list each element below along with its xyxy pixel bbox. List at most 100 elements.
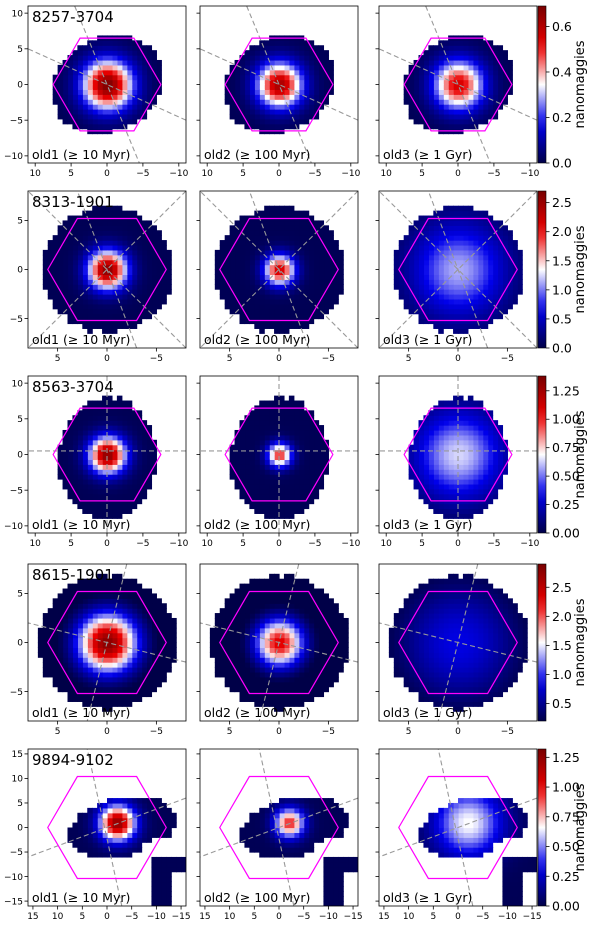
map-pixel — [126, 415, 133, 421]
map-pixel — [298, 454, 305, 461]
map-pixel — [77, 225, 83, 231]
map-pixel — [57, 294, 64, 300]
map-pixel — [462, 104, 469, 110]
map-pixel — [87, 59, 93, 66]
map-pixel — [477, 289, 484, 295]
map-pixel — [313, 647, 320, 653]
map-pixel — [298, 294, 305, 300]
map-pixel — [423, 459, 429, 465]
map-pixel — [156, 69, 162, 76]
map-pixel — [333, 613, 339, 619]
map-pixel — [328, 74, 334, 81]
map-pixel — [413, 439, 420, 446]
map-pixel — [398, 264, 405, 271]
map-pixel — [269, 671, 275, 678]
map-pixel — [279, 45, 285, 51]
map-pixel — [303, 488, 310, 495]
map-pixel — [279, 425, 285, 431]
map-pixel — [308, 69, 315, 76]
map-pixel — [428, 118, 434, 125]
map-pixel — [467, 59, 474, 66]
map-pixel — [283, 294, 290, 300]
map-pixel — [497, 64, 504, 71]
map-pixel — [166, 279, 172, 285]
map-pixel — [92, 479, 98, 485]
map-pixel — [151, 225, 157, 231]
map-pixel — [87, 642, 93, 649]
map-pixel — [482, 454, 489, 461]
map-pixel — [67, 583, 74, 590]
map-pixel — [428, 493, 434, 500]
map-pixel — [482, 220, 489, 226]
map-pixel — [283, 425, 290, 431]
map-pixel — [141, 488, 148, 495]
map-pixel — [239, 425, 246, 431]
map-pixel — [502, 259, 508, 266]
map-pixel — [239, 84, 246, 91]
map-pixel — [477, 420, 484, 426]
map-pixel — [72, 84, 78, 91]
map-pixel — [313, 99, 320, 105]
map-pixel — [458, 303, 464, 310]
map-pixel — [338, 274, 344, 280]
map-pixel — [97, 469, 103, 475]
map-pixel — [448, 459, 454, 465]
map-pixel — [443, 289, 449, 295]
map-pixel — [333, 279, 339, 285]
map-pixel — [254, 410, 260, 416]
map-pixel — [423, 284, 429, 290]
map-pixel — [448, 84, 454, 91]
map-pixel — [458, 240, 464, 246]
map-pixel — [279, 244, 285, 251]
map-pixel — [438, 328, 444, 334]
map-pixel — [102, 244, 108, 251]
map-pixel — [254, 59, 260, 66]
map-pixel — [107, 109, 113, 115]
map-pixel — [303, 439, 310, 446]
map-pixel — [462, 40, 469, 46]
map-pixel — [492, 425, 499, 431]
map-pixel — [97, 617, 103, 624]
map-pixel — [171, 657, 177, 663]
map-pixel — [293, 279, 300, 285]
map-pixel — [87, 464, 93, 470]
map-pixel — [492, 259, 499, 266]
map-pixel — [283, 642, 290, 649]
map-pixel — [477, 249, 484, 256]
map-pixel — [87, 449, 93, 456]
map-pixel — [161, 279, 167, 285]
map-pixel — [214, 279, 221, 285]
map-pixel — [107, 701, 113, 707]
map-pixel — [438, 59, 444, 66]
map-pixel — [82, 503, 88, 510]
map-pixel — [448, 225, 454, 231]
map-pixel — [298, 40, 305, 46]
map-pixel — [458, 94, 464, 100]
y-tick-label: 0 — [17, 451, 23, 461]
map-pixel — [467, 74, 474, 81]
map-pixel — [318, 269, 325, 276]
map-pixel — [453, 503, 459, 510]
map-pixel — [62, 652, 69, 658]
map-pixel — [249, 89, 255, 95]
map-pixel — [279, 598, 285, 604]
map-pixel — [443, 104, 449, 110]
map-pixel — [249, 410, 255, 416]
map-pixel — [72, 444, 78, 451]
map-pixel — [131, 89, 138, 95]
map-pixel — [453, 294, 459, 300]
map-pixel — [111, 676, 118, 683]
map-pixel — [131, 583, 138, 590]
map-pixel — [87, 637, 93, 644]
map-pixel — [146, 230, 153, 236]
map-pixel — [279, 420, 285, 426]
map-pixel — [502, 284, 508, 290]
map-pixel — [92, 483, 98, 490]
map-pixel — [448, 513, 454, 519]
map-pixel — [462, 113, 469, 120]
map-pixel — [428, 113, 434, 120]
map-pixel — [102, 464, 108, 470]
map-pixel — [438, 55, 444, 61]
map-pixel — [472, 454, 479, 461]
map-pixel — [57, 104, 64, 110]
